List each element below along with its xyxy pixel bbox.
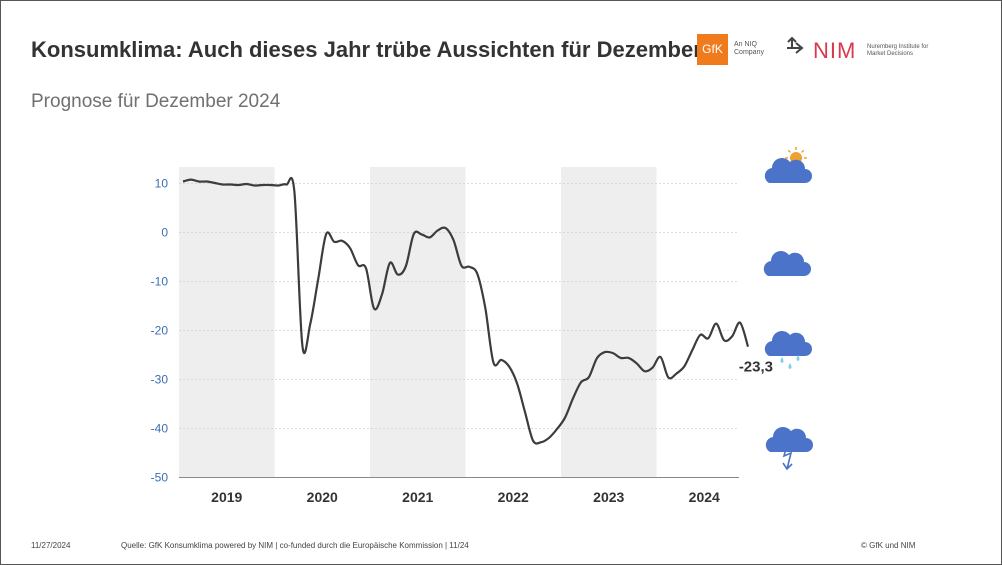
y-tick-label: -20 bbox=[151, 324, 169, 338]
y-tick-label: 10 bbox=[155, 177, 169, 191]
nim-arrow-icon bbox=[787, 36, 804, 54]
rain-cloud-icon bbox=[764, 330, 812, 369]
page-subtitle: Prognose für Dezember 2024 bbox=[31, 91, 281, 112]
consumer-climate-chart: 10 0 -10 -20 -30 -40 -50 2019 2020 2021 2022 2023 20… bbox=[151, 147, 813, 505]
y-tick-label: -50 bbox=[151, 471, 169, 485]
y-tick-label: 0 bbox=[161, 226, 168, 240]
nim-logo: NIM bbox=[813, 38, 857, 63]
gfk-logo: GfK bbox=[697, 34, 728, 65]
y-tick-label: -30 bbox=[151, 373, 169, 387]
x-tick-label: 2020 bbox=[307, 489, 338, 505]
series-line-konsumklima bbox=[182, 176, 750, 445]
cloud-icon bbox=[763, 250, 811, 276]
year-band-2021 bbox=[370, 167, 466, 478]
year-band-2019 bbox=[179, 167, 275, 478]
y-tick-label: -40 bbox=[151, 422, 169, 436]
footer-copyright: © GfK und NIM bbox=[861, 541, 916, 550]
sun-cloud-icon bbox=[764, 147, 812, 183]
thunderstorm-cloud-icon bbox=[765, 427, 813, 471]
y-tick-label: -10 bbox=[151, 275, 169, 289]
x-tick-label: 2023 bbox=[593, 489, 624, 505]
x-tick-label: 2019 bbox=[211, 489, 242, 505]
x-tick-label: 2022 bbox=[498, 489, 529, 505]
nim-tagline: Nuremberg Institute for Market Decisions bbox=[867, 44, 929, 57]
x-tick-label: 2024 bbox=[689, 489, 720, 505]
footer-date: 11/27/2024 bbox=[31, 541, 71, 550]
x-tick-label: 2021 bbox=[402, 489, 433, 505]
year-band-2023 bbox=[561, 167, 657, 478]
gfk-tagline: An NIQ Company bbox=[734, 41, 764, 56]
footer-source: Quelle: GfK Konsumklima powered by NIM |… bbox=[121, 541, 469, 550]
end-value-label: -23,3 bbox=[739, 359, 773, 376]
page-title: Konsumklima: Auch dieses Jahr trübe Auss… bbox=[31, 37, 702, 62]
